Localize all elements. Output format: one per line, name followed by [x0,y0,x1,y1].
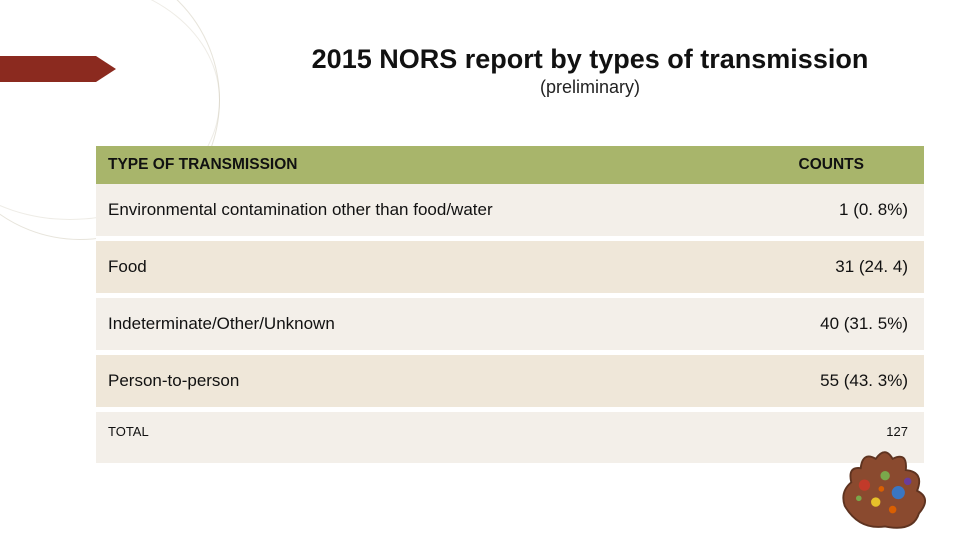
page-title: 2015 NORS report by types of transmissio… [250,44,930,75]
transmission-table: TYPE OF TRANSMISSION COUNTS Environmenta… [96,146,924,468]
col-header-counts: COUNTS [609,146,924,184]
table-row: Food 31 (24. 4) [96,239,924,296]
count-cell: 1 (0. 8%) [609,184,924,239]
table-row: Indeterminate/Other/Unknown 40 (31. 5%) [96,296,924,353]
type-cell: Person-to-person [96,353,609,410]
total-label: TOTAL [96,410,609,466]
type-cell: Indeterminate/Other/Unknown [96,296,609,353]
type-cell: Food [96,239,609,296]
table-row: Person-to-person 55 (43. 3%) [96,353,924,410]
germ-hand-icon [828,440,946,534]
page-subtitle: (preliminary) [250,77,930,98]
accent-pointer [0,56,116,82]
count-cell: 31 (24. 4) [609,239,924,296]
title-block: 2015 NORS report by types of transmissio… [250,44,930,98]
table-row: Environmental contamination other than f… [96,184,924,239]
type-cell: Environmental contamination other than f… [96,184,609,239]
table-header-row: TYPE OF TRANSMISSION COUNTS [96,146,924,184]
count-cell: 40 (31. 5%) [609,296,924,353]
table-total-row: TOTAL 127 [96,410,924,466]
count-cell: 55 (43. 3%) [609,353,924,410]
col-header-type: TYPE OF TRANSMISSION [96,146,609,184]
